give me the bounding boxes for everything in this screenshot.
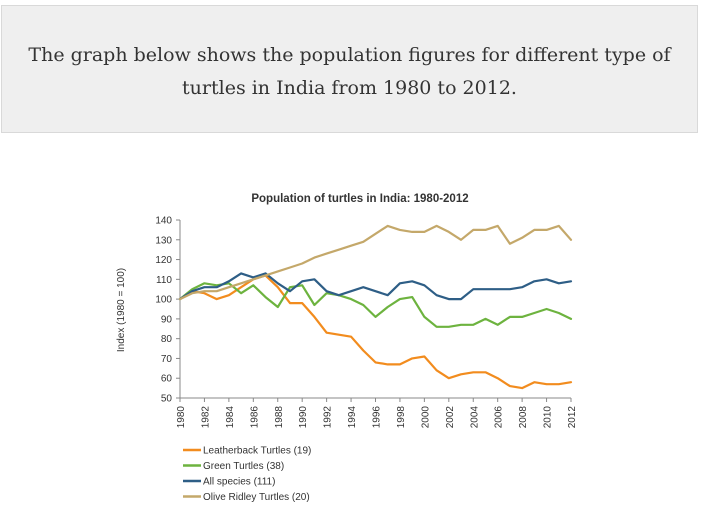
x-tick-label: 2002: [445, 406, 456, 429]
x-tick-label: 2010: [543, 406, 554, 429]
y-tick-label: 120: [155, 255, 172, 266]
y-tick-label: 100: [155, 295, 172, 306]
x-tick-label: 1984: [225, 406, 236, 429]
prompt-box: The graph below shows the population fig…: [1, 5, 698, 133]
legend-label-3: Olive Ridley Turtles (20): [203, 492, 310, 503]
series-line-1: [178, 282, 573, 328]
x-tick-label: 1994: [347, 406, 358, 429]
prompt-text: The graph below shows the population fig…: [28, 44, 671, 99]
x-tick-label: 2004: [469, 406, 480, 429]
y-tick-label: 60: [161, 374, 173, 385]
legend-label-2: All species (111): [203, 477, 275, 488]
y-tick-label: 110: [156, 275, 172, 286]
x-tick-label: 2000: [420, 406, 431, 429]
x-tick-label: 1982: [200, 406, 211, 429]
x-tick-label: 1996: [372, 406, 383, 429]
x-tick-label: 1992: [323, 406, 334, 429]
y-tick-label: 130: [155, 235, 172, 246]
chart-title: Population of turtles in India: 1980-201…: [251, 193, 468, 205]
legend-label-1: Green Turtles (38): [203, 461, 284, 472]
x-tick-label: 2012: [567, 406, 578, 429]
x-tick-label: 2006: [494, 406, 505, 429]
legend-label-0: Leatherback Turtles (19): [203, 446, 311, 457]
y-tick-label: 50: [161, 394, 173, 405]
x-tick-label: 1998: [396, 406, 407, 429]
series-line-3: [178, 224, 573, 301]
legend: Leatherback Turtles (19) Green Turtles (3…: [183, 446, 311, 503]
series-line-2: [178, 272, 573, 301]
y-tick-label: 80: [161, 334, 173, 345]
y-tick-label: 90: [161, 314, 173, 325]
y-axis-label: Index (1980 = 100): [116, 268, 127, 352]
y-tick-label: 140: [155, 216, 172, 227]
series-group: [178, 224, 573, 390]
x-tick-label: 1990: [298, 406, 309, 429]
series-line-0: [178, 274, 573, 390]
y-tick-label: 70: [161, 354, 173, 365]
x-tick-label: 1988: [274, 406, 285, 429]
axes: 50 60 70 80 90 100 110 120 130 140 1980 1982 1984 198…: [155, 216, 578, 429]
x-tick-label: 2008: [518, 406, 529, 429]
x-tick-label: 1980: [176, 406, 187, 429]
x-tick-label: 1986: [249, 406, 260, 429]
